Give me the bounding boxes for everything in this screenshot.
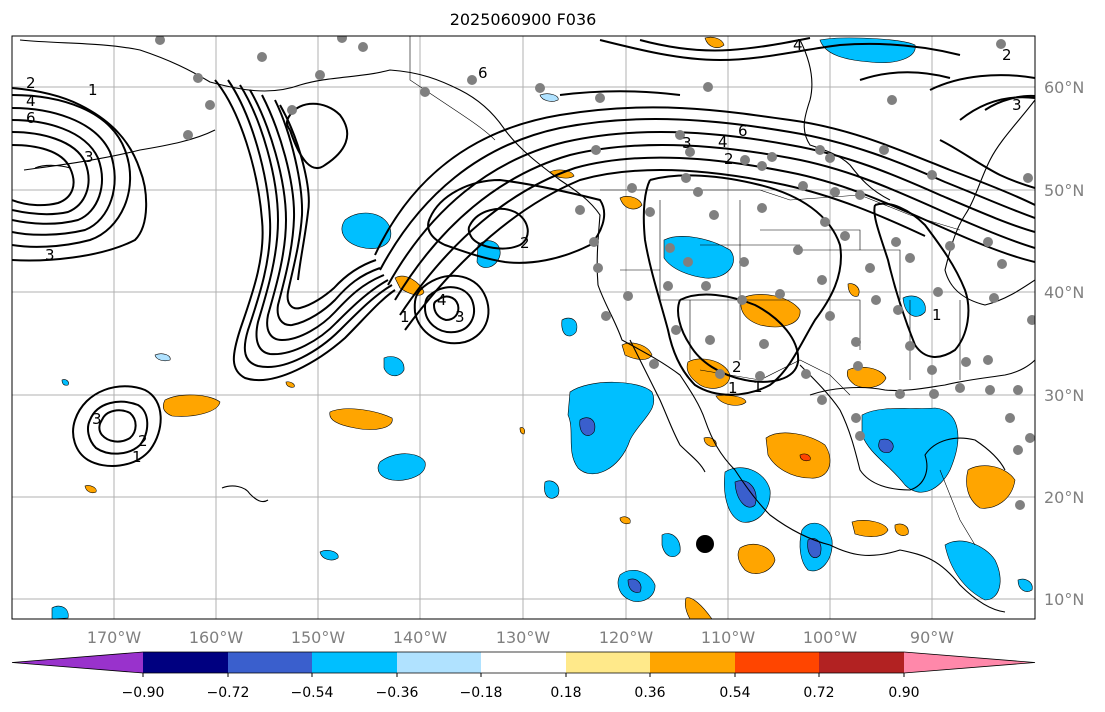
contour-label: 1 <box>400 308 410 326</box>
contour-label: 6 <box>478 64 488 82</box>
contour-label: 2 <box>732 358 742 376</box>
contour-label: 1 <box>728 379 738 397</box>
map-frame <box>11 35 1036 620</box>
lon-label: 160°W <box>189 628 244 647</box>
colorbar-swatch <box>12 652 143 673</box>
colorbar-swatch <box>735 652 819 673</box>
colorbar-tick-labels: −0.90 −0.72 −0.54 −0.36 −0.18 0.18 0.36 … <box>122 685 920 701</box>
contour-lines <box>12 37 1035 467</box>
colorbar-tick-label: 0.36 <box>634 685 665 701</box>
colorbar-swatch <box>819 652 904 673</box>
lon-label: 140°W <box>393 628 448 647</box>
lon-label: 90°W <box>910 628 954 647</box>
contour-label: 2 <box>520 234 530 252</box>
contour-label: 1 <box>753 378 763 396</box>
contour-label: 4 <box>26 92 36 110</box>
contour-label: 3 <box>84 148 94 166</box>
colorbar-tick-label: 0.72 <box>803 685 834 701</box>
contour-label: 1 <box>88 81 98 99</box>
lat-label: 60°N <box>1044 78 1084 97</box>
contour-label: 1 <box>932 306 942 324</box>
colorbar-swatch <box>312 652 397 673</box>
colorbar-swatch <box>566 652 650 673</box>
latitude-labels: 60°N 50°N 40°N 30°N 20°N 10°N <box>1044 78 1084 609</box>
contour-label: 3 <box>455 308 465 326</box>
graticule <box>12 36 1035 619</box>
colorbar-tick-label: 0.18 <box>550 685 581 701</box>
anomaly-shading <box>51 36 1033 619</box>
lon-label: 110°W <box>701 628 756 647</box>
map-title: 2025060900 F036 <box>449 10 597 29</box>
contour-label: 3 <box>92 410 102 428</box>
political-borders <box>409 36 976 546</box>
contour-label-group: 2 4 6 1 3 6 4 3 2 6 4 3 2 1 1 3 4 1 2 3 … <box>26 36 1022 466</box>
lon-label: 100°W <box>803 628 858 647</box>
colorbar-tick-label: −0.72 <box>207 685 250 701</box>
longitude-labels: 170°W 160°W 150°W 140°W 130°W 120°W 110°… <box>87 628 954 647</box>
contour-label: 2 <box>138 432 148 450</box>
contour-label: 6 <box>26 109 36 127</box>
lat-label: 50°N <box>1044 181 1084 200</box>
contour-label: 4 <box>793 36 803 54</box>
contour-label: 2 <box>26 74 36 92</box>
colorbar-tick-label: 0.54 <box>719 685 750 701</box>
colorbar-swatch <box>397 652 481 673</box>
colorbar-tick-label: 0.90 <box>888 685 919 701</box>
colorbar: −0.90 −0.72 −0.54 −0.36 −0.18 0.18 0.36 … <box>11 651 1036 701</box>
colorbar-swatch <box>650 652 735 673</box>
lon-label: 150°W <box>291 628 346 647</box>
contour-label: 6 <box>738 122 748 140</box>
colorbar-swatch <box>481 652 566 673</box>
storm-position-marker <box>696 535 714 553</box>
colorbar-swatches <box>11 651 1036 677</box>
colorbar-swatch <box>143 652 228 673</box>
colorbar-tick-label: −0.54 <box>291 685 334 701</box>
lat-label: 30°N <box>1044 386 1084 405</box>
contour-label: 2 <box>724 150 734 168</box>
colorbar-tick-label: −0.90 <box>122 685 165 701</box>
colorbar-tick-label: −0.36 <box>376 685 419 701</box>
contour-label: 2 <box>1002 46 1012 64</box>
lon-label: 130°W <box>496 628 551 647</box>
station-markers <box>155 36 1035 510</box>
colorbar-swatch <box>904 652 1035 673</box>
lat-label: 20°N <box>1044 488 1084 507</box>
contour-label: 1 <box>132 448 142 466</box>
lat-label: 10°N <box>1044 590 1084 609</box>
contour-label: 3 <box>45 246 55 264</box>
contour-label: 3 <box>682 134 692 152</box>
lat-label: 40°N <box>1044 283 1084 302</box>
contour-label: 4 <box>718 133 728 151</box>
lon-label: 120°W <box>599 628 654 647</box>
colorbar-tick-label: −0.18 <box>460 685 503 701</box>
lon-label: 170°W <box>87 628 142 647</box>
contour-label: 3 <box>1012 96 1022 114</box>
colorbar-swatch <box>228 652 312 673</box>
contour-label: 4 <box>437 291 447 309</box>
